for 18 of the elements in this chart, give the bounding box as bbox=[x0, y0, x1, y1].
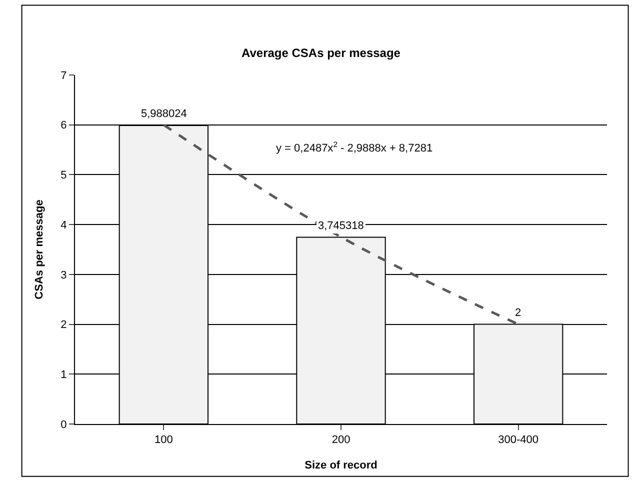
y-tick-label: 2 bbox=[60, 319, 67, 332]
x-axis-title: Size of record bbox=[304, 459, 378, 472]
data-label: 3,745318 bbox=[318, 220, 364, 232]
data-label: 5,988024 bbox=[141, 108, 187, 120]
annotation: y = 0,2487x$^{2}$ - 2,9888x + 8,7281 bbox=[276, 140, 433, 155]
y-axis-title: CSAs per message bbox=[33, 200, 46, 300]
x-tick-label: 200 bbox=[332, 434, 350, 446]
data-label: 2 bbox=[515, 307, 522, 319]
y-tick-label: 3 bbox=[60, 269, 67, 282]
y-tick-label: 4 bbox=[60, 219, 67, 232]
x-tick-label: 100 bbox=[154, 434, 173, 446]
y-tick-label: 1 bbox=[60, 368, 67, 381]
chart-title: Average CSAs per message bbox=[242, 46, 401, 60]
y-tick-label: 5 bbox=[60, 170, 67, 182]
x-tick-label: 300-400 bbox=[498, 434, 539, 446]
y-tick-label: 6 bbox=[60, 120, 67, 132]
y-tick-label: 0 bbox=[60, 418, 67, 431]
y-tick-label: 7 bbox=[60, 70, 67, 82]
